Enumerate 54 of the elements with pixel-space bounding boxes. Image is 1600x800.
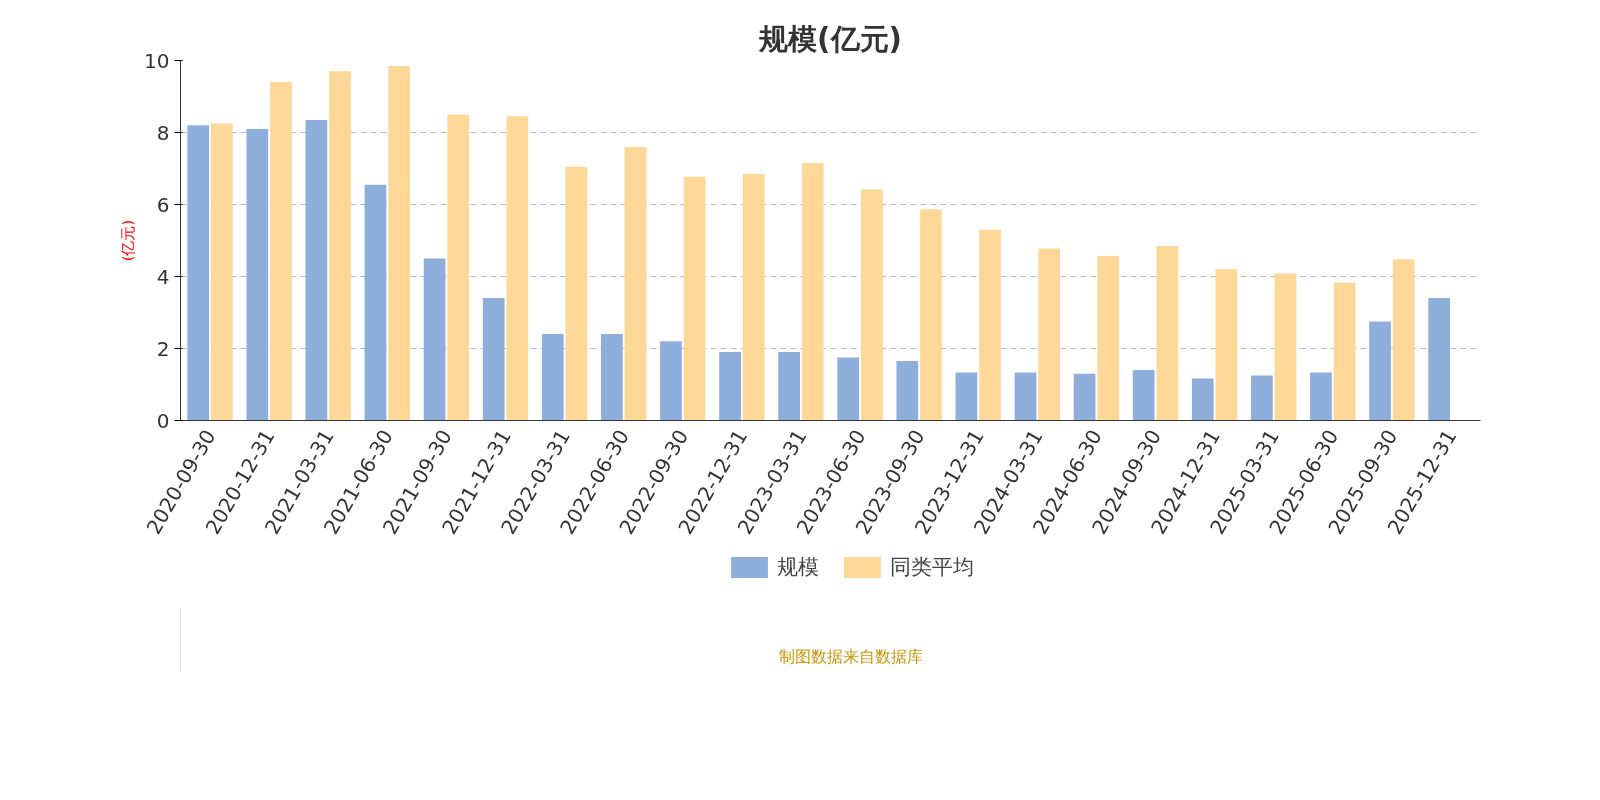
legend-label: 规模 [777, 553, 819, 581]
bar [801, 163, 824, 421]
bar [660, 341, 682, 421]
bar [1132, 370, 1155, 421]
bar [388, 65, 411, 421]
legend-label: 同类平均 [890, 553, 974, 581]
bar [860, 189, 883, 421]
bar [1097, 255, 1120, 421]
bar [1310, 372, 1332, 421]
bar [979, 229, 1001, 421]
bar [1250, 375, 1273, 421]
bar [1333, 282, 1356, 421]
bar [187, 125, 210, 421]
y-tick-label: 0 [156, 408, 170, 433]
bar [423, 258, 446, 421]
bar [305, 119, 328, 421]
bar [1073, 373, 1096, 421]
bar [624, 146, 647, 421]
bar [447, 114, 470, 421]
bar [1274, 273, 1297, 421]
bar [1215, 269, 1238, 421]
bar [1191, 378, 1214, 421]
bar [683, 176, 706, 421]
bar [482, 298, 505, 421]
y-axis-title: (亿元) [119, 219, 137, 262]
bar [920, 209, 942, 421]
bar [246, 128, 269, 421]
chart-title: 规模(亿元) [758, 21, 902, 56]
bar [955, 372, 978, 421]
y-tick-label: 8 [156, 120, 170, 145]
bar [565, 166, 588, 421]
bar [270, 82, 292, 421]
bar [837, 357, 860, 421]
y-tick-label: 4 [156, 264, 170, 289]
y-tick-label: 2 [156, 336, 170, 361]
bar [210, 123, 233, 421]
bar [1014, 372, 1037, 421]
bar [742, 173, 765, 421]
bar [1392, 259, 1415, 421]
bar [1156, 245, 1179, 421]
bar [719, 352, 741, 421]
bar [1038, 248, 1061, 421]
bar [600, 334, 623, 421]
bar [1428, 298, 1451, 421]
bar [329, 71, 351, 421]
bar [364, 184, 387, 421]
bar [778, 352, 801, 421]
text: 制图数据来自数据库 [778, 647, 923, 666]
y-tick-label: 10 [144, 48, 170, 73]
bar [506, 116, 529, 421]
bar [896, 361, 919, 421]
bar [1369, 321, 1391, 421]
y-tick-label: 6 [156, 192, 170, 217]
bar [541, 334, 564, 421]
